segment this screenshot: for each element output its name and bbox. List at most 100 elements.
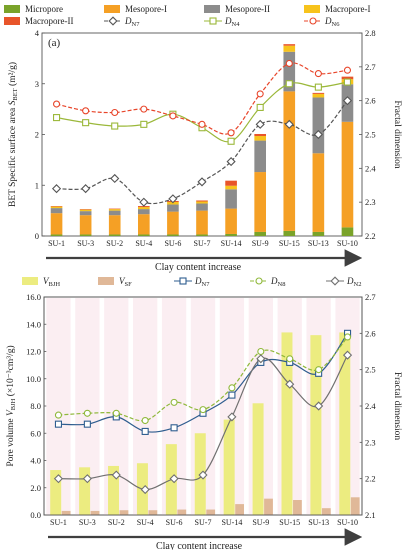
panel-a-xtick-label: SU-4 — [135, 239, 152, 248]
panel-a-point-dn6 — [169, 112, 177, 120]
panel-b-point-dn7 — [83, 420, 91, 428]
panel-b-point-dn2 — [53, 474, 64, 484]
panel-a-point-dn4 — [256, 103, 264, 111]
panel-a-point-dn4 — [314, 83, 322, 91]
panel-a-legend-label: DN7 — [124, 16, 140, 28]
panel-b-point-dn8 — [141, 416, 149, 425]
panel-b-xtick-label: SU-15 — [279, 518, 300, 527]
panel-b-point-dn8 — [54, 411, 63, 419]
panel-a-legend-label: Macropore-I — [325, 4, 370, 14]
panel-b-ytick-label: 0.0 — [30, 510, 41, 520]
panel-b-bar-vbjh — [50, 470, 62, 515]
panel-a-line-dn6 — [56, 62, 348, 135]
panel-a-bar-micropore — [50, 234, 63, 236]
panel-a-bar-micropore — [79, 234, 92, 236]
panel-b-xtick-label: SU-7 — [195, 518, 212, 527]
panel-b-legend-swatch — [98, 277, 114, 285]
panel-a-y2tick-label: 2.3 — [365, 197, 376, 207]
panel-a-point-dn7 — [226, 156, 236, 167]
panel-a-ytick-label: 3 — [35, 79, 39, 89]
panel-a-y2tick-label: 2.7 — [365, 62, 376, 72]
panel-a-point-dn6 — [314, 70, 322, 78]
panel-a-legend-marker — [309, 17, 317, 25]
panel-a-bar-mesopore-ii — [167, 204, 179, 212]
panel-b-legend-swatch — [22, 277, 38, 285]
panel-a-bar-mesopore-i — [50, 213, 63, 235]
panel-b-bar-vbjh — [108, 465, 120, 515]
panel-a-legend-label: Micropore — [25, 4, 63, 14]
panel-b-point-dn8 — [286, 355, 294, 363]
panel-a-point-dn6 — [52, 100, 61, 108]
panel-a-xtick-label: SU-14 — [221, 239, 242, 248]
panel-a-bar-mesopore-i — [312, 153, 325, 232]
panel-a-point-dn7 — [255, 119, 265, 129]
panel-a-bar-macropore-ii — [50, 206, 63, 207]
panel-b-xtick-label: SU-1 — [50, 518, 67, 527]
panel-b-xtick-label: SU-3 — [79, 518, 96, 527]
panel-b-xtick-label: SU-4 — [137, 518, 154, 527]
panel-a-y2tick-label: 2.5 — [365, 130, 376, 140]
panel-b-y2tick-label: 2.1 — [365, 510, 376, 520]
panel-b-point-dn8 — [228, 384, 236, 392]
panel-a-y2tick-label: 2.2 — [365, 231, 376, 241]
panel-a-bar-micropore — [283, 230, 296, 236]
panel-b-ytick-label: 10.0 — [26, 374, 41, 384]
panel-a-bar-macropore-ii — [225, 180, 237, 186]
panel-b-bar-vsf — [148, 510, 158, 515]
panel-b-point-dn7 — [141, 427, 149, 435]
panel-b-bar-vsf — [177, 509, 187, 515]
panel-a-legend-label: Macropore-II — [25, 16, 73, 26]
panel-a-xtick-label: SU-9 — [252, 239, 269, 248]
panel-a-ytick-label: 0 — [35, 231, 39, 241]
panel-a-bar-micropore — [167, 234, 179, 236]
panel-b-ytick-label: 8.0 — [30, 401, 41, 411]
panel-a-y2-axis-label: Fractal dimension — [392, 100, 402, 169]
panel-b-ytick-label: 16.0 — [26, 292, 41, 302]
panel-a-point-dn7 — [168, 194, 178, 204]
panel-b-legend-label: DN2 — [346, 276, 361, 288]
panel-b-point-dn8 — [343, 333, 352, 341]
panel-a-bar-mesopore-i — [196, 210, 208, 235]
panel-a-bar-macropore-ii — [79, 209, 92, 210]
panel-a-point-dn7 — [342, 96, 353, 106]
panel-b-point-dn2 — [342, 350, 353, 360]
panel-a-legend-swatch — [4, 5, 20, 13]
panel-b-bar-vbjh — [252, 403, 264, 515]
panel-a-bar-macropore-i — [108, 209, 121, 211]
panel-a-bar-mesopore-i — [341, 121, 354, 228]
panel-b-chart: (b)0.02.04.06.08.010.012.014.016.02.12.2… — [5, 276, 402, 550]
panel-b-ytick-label: 2.0 — [30, 483, 41, 493]
panel-a-bar-macropore-ii — [312, 92, 325, 94]
panel-a-bar-micropore — [138, 234, 150, 236]
panel-b-point-dn8 — [83, 409, 91, 417]
panel-a-legend-label: Mesopore-I — [125, 4, 167, 14]
panel-b-legend-marker — [179, 277, 187, 285]
panel-a-xtick-label: SU-3 — [77, 239, 94, 248]
panel-a-point-dn4 — [227, 137, 235, 145]
panel-b-bar-vbjh — [339, 332, 351, 515]
panel-a-bar-mesopore-i — [108, 215, 121, 235]
panel-a-bar-mesopore-ii — [196, 203, 208, 211]
panel-b-ytick-label: 6.0 — [30, 428, 41, 438]
panel-a-bar-mesopore-i — [79, 215, 92, 235]
panel-b-legend-label: DN7 — [194, 276, 210, 288]
panel-a-legend-label: DN4 — [224, 16, 240, 28]
panel-a-bar-macropore-i — [138, 207, 150, 210]
panel-a-point-dn6 — [198, 120, 206, 128]
panel-b-point-dn2 — [227, 412, 237, 422]
panel-a-bar-mesopore-ii — [283, 51, 296, 92]
panel-a-legend-swatch — [304, 5, 320, 13]
panel-a-y2tick-label: 2.8 — [365, 28, 376, 38]
panel-a-point-dn7 — [313, 129, 323, 140]
panel-a-xtick-label: SU-13 — [308, 239, 329, 248]
panel-b-point-dn2 — [285, 379, 295, 389]
panel-a-bar-mesopore-ii — [254, 140, 266, 173]
panel-b-ytick-label: 4.0 — [30, 456, 41, 466]
panel-a-ytick-label: 2 — [35, 130, 39, 140]
panel-b-legend-label: VBJH — [43, 276, 60, 288]
panel-a-point-dn6 — [140, 105, 148, 113]
panel-a-line-dn7 — [56, 100, 348, 205]
panel-b-y2tick-label: 2.2 — [365, 474, 376, 484]
panel-a-point-dn6 — [111, 108, 119, 117]
